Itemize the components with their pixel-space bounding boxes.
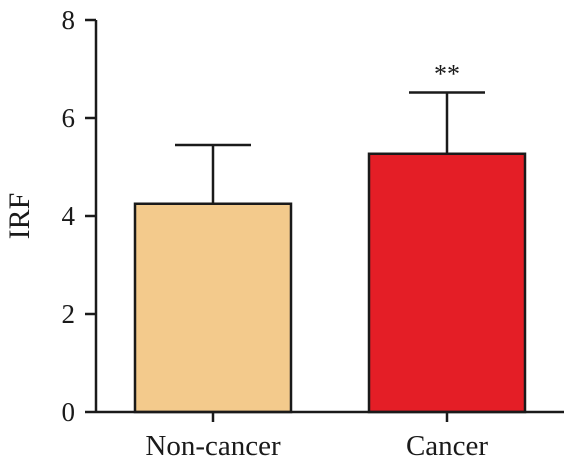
bar-non-cancer: [133, 202, 293, 414]
y-tick-label: 0: [62, 397, 76, 427]
y-tick-label: 2: [62, 299, 76, 329]
bar-cancer: [367, 152, 527, 414]
x-tick-label: Non-cancer: [145, 430, 281, 462]
y-tick-label: 8: [62, 5, 76, 35]
x-ticks-layer: Non-cancer Cancer: [145, 412, 488, 462]
y-axis-label: IRF: [3, 193, 36, 240]
significance-marker: **: [434, 60, 460, 89]
y-ticks-layer: 0 2 4 6 8: [62, 5, 96, 427]
error-bars-layer: **: [175, 60, 485, 204]
y-tick-label: 4: [62, 201, 76, 231]
bars-layer: [133, 152, 527, 414]
x-tick-label: Cancer: [406, 430, 488, 462]
y-tick-label: 6: [62, 103, 76, 133]
